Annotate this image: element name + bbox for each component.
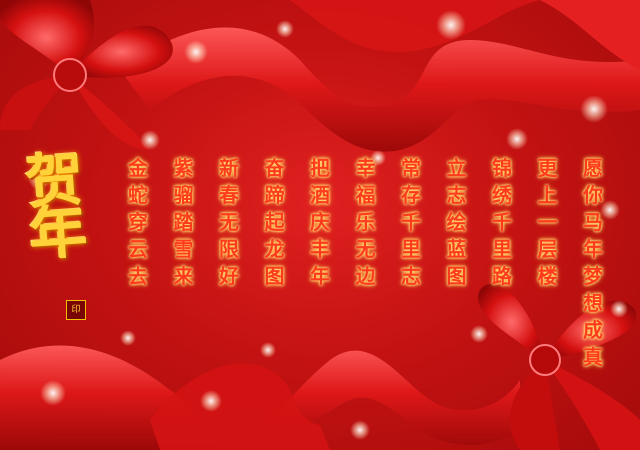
poem-column: 奋蹄起龙图 — [260, 155, 290, 290]
poem-character: 好 — [219, 264, 239, 288]
sparkle — [260, 342, 276, 358]
poem-character: 想 — [583, 291, 603, 315]
poem-character: 志 — [446, 183, 467, 207]
poem-column: 愿你马年梦想成真 — [578, 155, 608, 371]
poem-column: 幸福乐无边 — [351, 155, 381, 290]
poem-column: 立志绘蓝图 — [442, 155, 472, 290]
poem-character: 骝 — [173, 183, 194, 207]
poem-character: 真 — [583, 345, 603, 369]
poem-character: 年 — [583, 237, 603, 261]
poem-character: 存 — [401, 183, 421, 207]
poem-character: 常 — [401, 156, 421, 180]
poem-character: 庆 — [310, 210, 330, 234]
poem-character: 成 — [583, 318, 603, 342]
poem-character: 无 — [355, 237, 376, 261]
poem-character: 千 — [401, 210, 421, 234]
poem-character: 绣 — [492, 183, 512, 207]
poem-character: 图 — [264, 264, 285, 288]
poem-character: 层 — [537, 237, 558, 261]
poem-character: 你 — [583, 183, 603, 207]
poem-character: 马 — [583, 210, 603, 234]
poem-character: 里 — [492, 237, 512, 261]
poem-character: 蹄 — [264, 183, 285, 207]
poem-character: 春 — [219, 183, 239, 207]
poem-column: 新春无限好 — [214, 155, 244, 290]
poem-column: 金蛇穿云去 — [123, 155, 153, 290]
sparkle — [200, 390, 222, 412]
sparkle — [580, 95, 608, 123]
poem-character: 志 — [401, 264, 421, 288]
poem-character: 图 — [446, 264, 467, 288]
poem-character: 更 — [537, 156, 558, 180]
poem-character: 愿 — [583, 156, 603, 180]
poem-character: 年 — [310, 264, 330, 288]
poem-character: 蓝 — [446, 237, 467, 261]
poem-character: 绘 — [446, 210, 467, 234]
poem-character: 雪 — [173, 237, 194, 261]
sparkle — [436, 10, 466, 40]
poem-character: 把 — [310, 156, 330, 180]
poem-character: 来 — [173, 264, 194, 288]
seal-stamp: 印 — [66, 300, 86, 320]
poem-character: 云 — [128, 237, 148, 261]
poem-character: 金 — [128, 156, 148, 180]
poem-character: 锦 — [492, 156, 512, 180]
poem-character: 踏 — [173, 210, 194, 234]
bottom-ribbon — [0, 345, 520, 450]
poem-character: 边 — [355, 264, 376, 288]
top-left-bow — [0, 0, 173, 150]
top-ribbon — [120, 0, 640, 152]
poem-character: 龙 — [264, 237, 285, 261]
poem-character: 去 — [128, 264, 148, 288]
poem-character: 里 — [401, 237, 421, 261]
poem-character: 上 — [537, 183, 558, 207]
sparkle — [140, 130, 160, 150]
poem-character: 乐 — [355, 210, 376, 234]
sparkle — [506, 128, 528, 150]
poem-character: 千 — [492, 210, 512, 234]
poem-character: 紫 — [173, 156, 194, 180]
sparkle — [120, 330, 136, 346]
poem-character: 一 — [537, 210, 558, 234]
sparkle — [40, 380, 66, 406]
poem-character: 幸 — [355, 156, 376, 180]
poem-character: 丰 — [310, 237, 330, 261]
poem-character: 奋 — [264, 156, 285, 180]
poem-column: 把酒庆丰年 — [305, 155, 335, 290]
poem-character: 福 — [355, 183, 376, 207]
poem-character: 蛇 — [128, 183, 148, 207]
sparkle — [370, 150, 386, 166]
poem-column: 紫骝踏雪来 — [169, 155, 199, 290]
poem-character: 新 — [219, 156, 239, 180]
poem-character: 限 — [219, 237, 239, 261]
sparkle — [28, 168, 50, 190]
sparkle — [470, 325, 488, 343]
sparkle — [350, 420, 370, 440]
poem-character: 楼 — [537, 264, 558, 288]
poem-character: 梦 — [583, 264, 603, 288]
sparkle — [610, 300, 628, 318]
poem-column: 锦绣千里路 — [487, 155, 517, 290]
poem-column: 更上一层楼 — [533, 155, 563, 290]
sparkle — [276, 20, 294, 38]
poem-character: 起 — [264, 210, 285, 234]
poem-character: 穿 — [128, 210, 148, 234]
poem-character: 路 — [492, 264, 512, 288]
poem-character: 立 — [446, 156, 467, 180]
poem-character: 酒 — [310, 183, 330, 207]
sparkle — [600, 200, 620, 220]
poem-character: 无 — [219, 210, 239, 234]
poem-column: 常存千里志 — [396, 155, 426, 290]
sparkle — [184, 40, 208, 64]
